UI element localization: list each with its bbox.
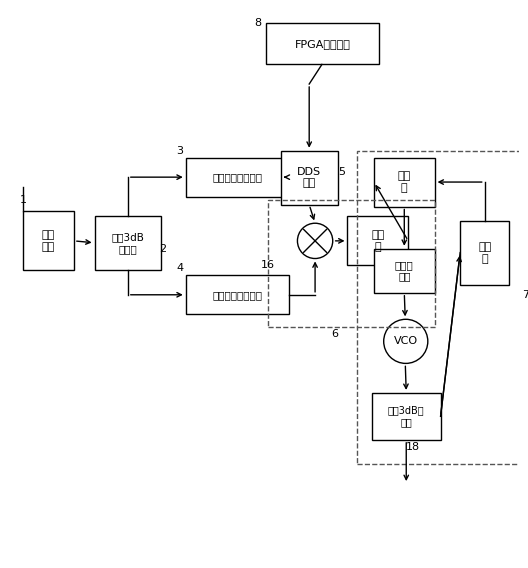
Bar	[374, 249, 435, 293]
Bar	[23, 211, 74, 270]
Circle shape	[384, 319, 428, 364]
Bar	[186, 157, 289, 197]
Text: VCO: VCO	[394, 336, 418, 346]
Text: 第二3dB功
分器: 第二3dB功 分器	[388, 406, 425, 427]
Bar	[374, 157, 435, 207]
Bar	[95, 216, 161, 270]
Bar	[372, 393, 440, 440]
Bar	[186, 275, 289, 315]
Text: 6: 6	[331, 329, 338, 339]
Text: 高稳
晶振: 高稳 晶振	[42, 230, 55, 252]
Text: 滤波
器: 滤波 器	[371, 230, 384, 252]
Bar	[266, 23, 379, 64]
Circle shape	[297, 223, 333, 258]
Bar	[268, 200, 435, 327]
Text: 第一直接信频电路: 第一直接信频电路	[212, 172, 262, 182]
Text: 环路滤
波器: 环路滤 波器	[395, 260, 413, 282]
Text: 18: 18	[406, 442, 420, 452]
Text: 7: 7	[522, 290, 528, 300]
Bar	[281, 151, 337, 204]
Text: 2: 2	[159, 244, 167, 254]
Bar	[460, 222, 509, 285]
Text: 1: 1	[20, 195, 26, 204]
Text: 第二直接信频电路: 第二直接信频电路	[212, 290, 262, 300]
Text: FPGA控制电路: FPGA控制电路	[295, 39, 351, 49]
Text: 16: 16	[261, 260, 275, 270]
Text: 5: 5	[338, 167, 345, 177]
Text: 鉴相
器: 鉴相 器	[398, 171, 411, 193]
Text: DDS
电路: DDS 电路	[297, 167, 321, 189]
Bar	[347, 216, 408, 265]
Bar	[357, 151, 522, 465]
Text: 8: 8	[254, 18, 262, 28]
Text: 3: 3	[176, 145, 183, 156]
Text: 分频
器: 分频 器	[478, 243, 491, 264]
Text: 第一3dB
功分器: 第一3dB 功分器	[111, 232, 144, 254]
Text: 4: 4	[176, 264, 183, 273]
